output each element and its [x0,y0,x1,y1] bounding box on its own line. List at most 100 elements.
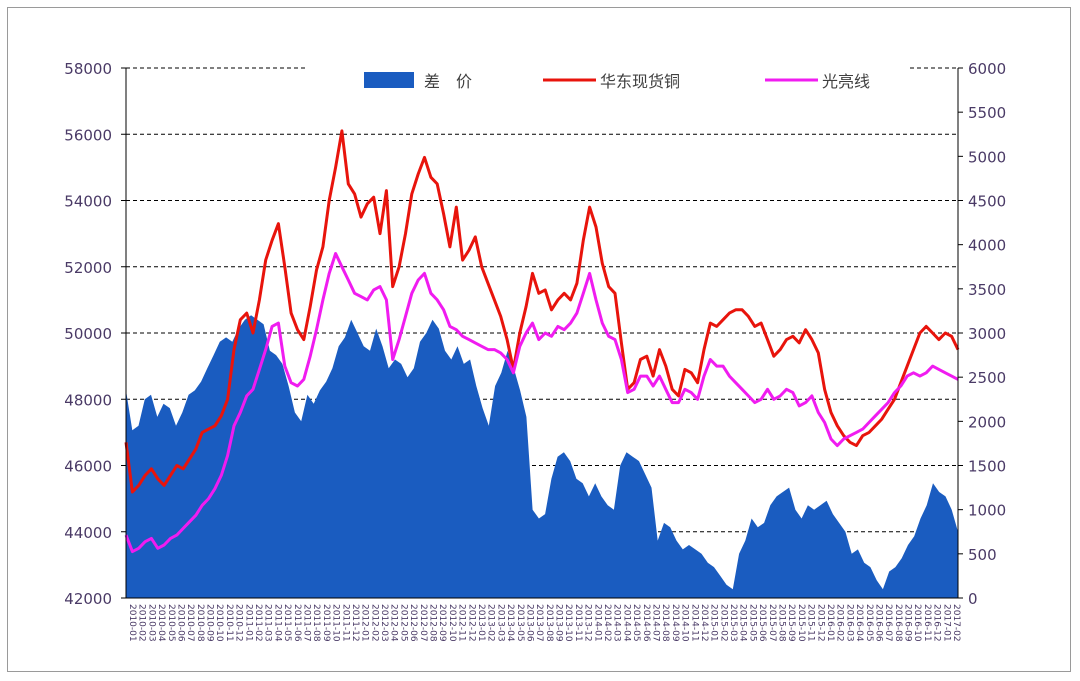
x-tick-label: 2013-02 [486,604,496,642]
x-tick-label: 2014-05 [631,604,641,642]
x-tick-label: 2016-04 [854,604,864,642]
x-tick-label: 2015-10 [796,604,806,642]
x-tick-label: 2014-02 [602,604,612,642]
x-tick-label: 2016-05 [864,604,874,642]
x-tick-label: 2010-08 [195,604,205,642]
left-tick-label: 58000 [64,60,112,78]
cathode-price-line [124,252,959,554]
x-tick-label: 2015-03 [728,604,738,642]
x-tick-label: 2012-10 [447,604,457,642]
left-tick-label: 42000 [64,590,112,608]
x-tick-label: 2017-01 [941,604,951,642]
x-tick-label: 2011-05 [282,604,292,642]
x-tick-label: 2011-07 [302,604,312,642]
x-tick-label: 2012-12 [466,604,476,642]
left-axis-tick-labels: 42000 44000 46000 48000 50000 52000 54000 56000… [64,60,112,608]
left-tick-label: 50000 [64,325,112,343]
legend-label-cathode: 光亮线 [822,72,870,91]
x-tick-label: 2012-05 [398,604,408,642]
right-tick-label: 5000 [968,148,1006,166]
x-tick-label: 2013-11 [573,604,583,642]
x-tick-label: 2011-11 [340,604,350,642]
x-tick-label: 2013-01 [476,604,486,642]
x-tick-label: 2012-07 [418,604,428,642]
x-tick-label: 2015-05 [747,604,757,642]
x-tick-label: 2012-08 [428,604,438,642]
x-tick-label: 2012-06 [408,604,418,642]
x-tick-label: 2013-06 [525,604,535,642]
x-tick-label: 2012-04 [389,604,399,642]
right-tick-label: 6000 [968,60,1006,78]
x-tick-label: 2017-02 [951,604,961,642]
legend-swatch-spread [364,72,414,88]
x-tick-label: 2010-03 [146,604,156,642]
x-tick-label: 2014-10 [680,604,690,642]
x-tick-label: 2016-01 [825,604,835,642]
x-tick-label: 2015-09 [786,604,796,642]
x-tick-label: 2011-08 [311,604,321,642]
x-tick-label: 2014-12 [699,604,709,642]
right-tick-label: 5500 [968,104,1006,122]
x-tick-label: 2015-01 [709,604,719,642]
x-tick-label: 2010-05 [166,604,176,642]
left-tick-label: 48000 [64,391,112,409]
x-tick-label: 2011-10 [331,604,341,642]
x-tick-label: 2016-11 [922,604,932,642]
right-tick-label: 4000 [968,237,1006,255]
x-tick-label: 2015-04 [738,604,748,642]
x-tick-label: 2014-09 [670,604,680,642]
x-tick-label: 2013-12 [583,604,593,642]
x-tick-label: 2014-08 [660,604,670,642]
right-tick-label: 2000 [968,413,1006,431]
x-tick-label: 2015-12 [815,604,825,642]
x-tick-label: 2013-07 [534,604,544,642]
x-tick-label: 2014-11 [689,604,699,642]
left-tick-label: 56000 [64,126,112,144]
legend: 差 价 华东现货铜 光亮线 [308,66,908,94]
x-tick-label: 2011-12 [350,604,360,642]
right-tick-label: 3500 [968,281,1006,299]
x-tick-label: 2013-10 [563,604,573,642]
x-tick-label: 2016-09 [903,604,913,642]
x-tick-label: 2011-01 [243,604,253,642]
x-tick-label: 2013-03 [495,604,505,642]
x-tick-label: 2016-03 [844,604,854,642]
copper-spread-chart: 4200044000460004800050000520005400056000… [64,60,1006,642]
x-tick-label: 2012-03 [379,604,389,642]
x-tick-label: 2014-03 [612,604,622,642]
x-tick-label: 2013-04 [505,604,515,642]
x-tick-label: 2011-06 [292,604,302,642]
axes [121,67,963,599]
x-tick-label: 2010-10 [214,604,224,642]
x-tick-label: 2013-05 [515,604,525,642]
x-tick-label: 2015-06 [757,604,767,642]
legend-label-spread: 差 价 [424,72,472,91]
chart-frame: 42000 44000 46000 48000 50000 52000 54000 56000… [7,7,1071,672]
x-tick-label: 2012-01 [360,604,370,642]
price-line-series [124,129,960,554]
right-axis-tick-labels: 0 500 1000 1500 2000 2500 3000 3500 4000 4500 5000… [968,60,1006,608]
x-tick-label: 2016-02 [835,604,845,642]
x-tick-label: 2010-09 [205,604,215,642]
x-tick-label: 2010-06 [176,604,186,642]
x-tick-label: 2010-04 [156,604,166,642]
x-axis-tick-labels: 2010-01 2010-02 2010-03 2010-04 2010-05 2010-… [127,604,961,642]
right-tick-label: 4500 [968,193,1006,211]
x-tick-label: 2014-01 [592,604,602,642]
left-tick-label: 46000 [64,458,112,476]
right-tick-label: 2500 [968,369,1006,387]
spread-area-series [126,315,958,598]
x-tick-label: 2016-07 [883,604,893,642]
x-tick-label: 2010-02 [137,604,147,642]
x-tick-label: 2011-03 [263,604,273,642]
left-tick-label: 52000 [64,259,112,277]
x-tick-label: 2012-02 [369,604,379,642]
x-tick-label: 2015-02 [718,604,728,642]
x-tick-label: 2014-06 [641,604,651,642]
x-tick-label: 2010-12 [234,604,244,642]
x-tick-label: 2010-11 [224,604,234,642]
x-tick-label: 2012-09 [437,604,447,642]
x-tick-label: 2015-11 [806,604,816,642]
x-tick-label: 2015-08 [777,604,787,642]
left-tick-label: 54000 [64,193,112,211]
